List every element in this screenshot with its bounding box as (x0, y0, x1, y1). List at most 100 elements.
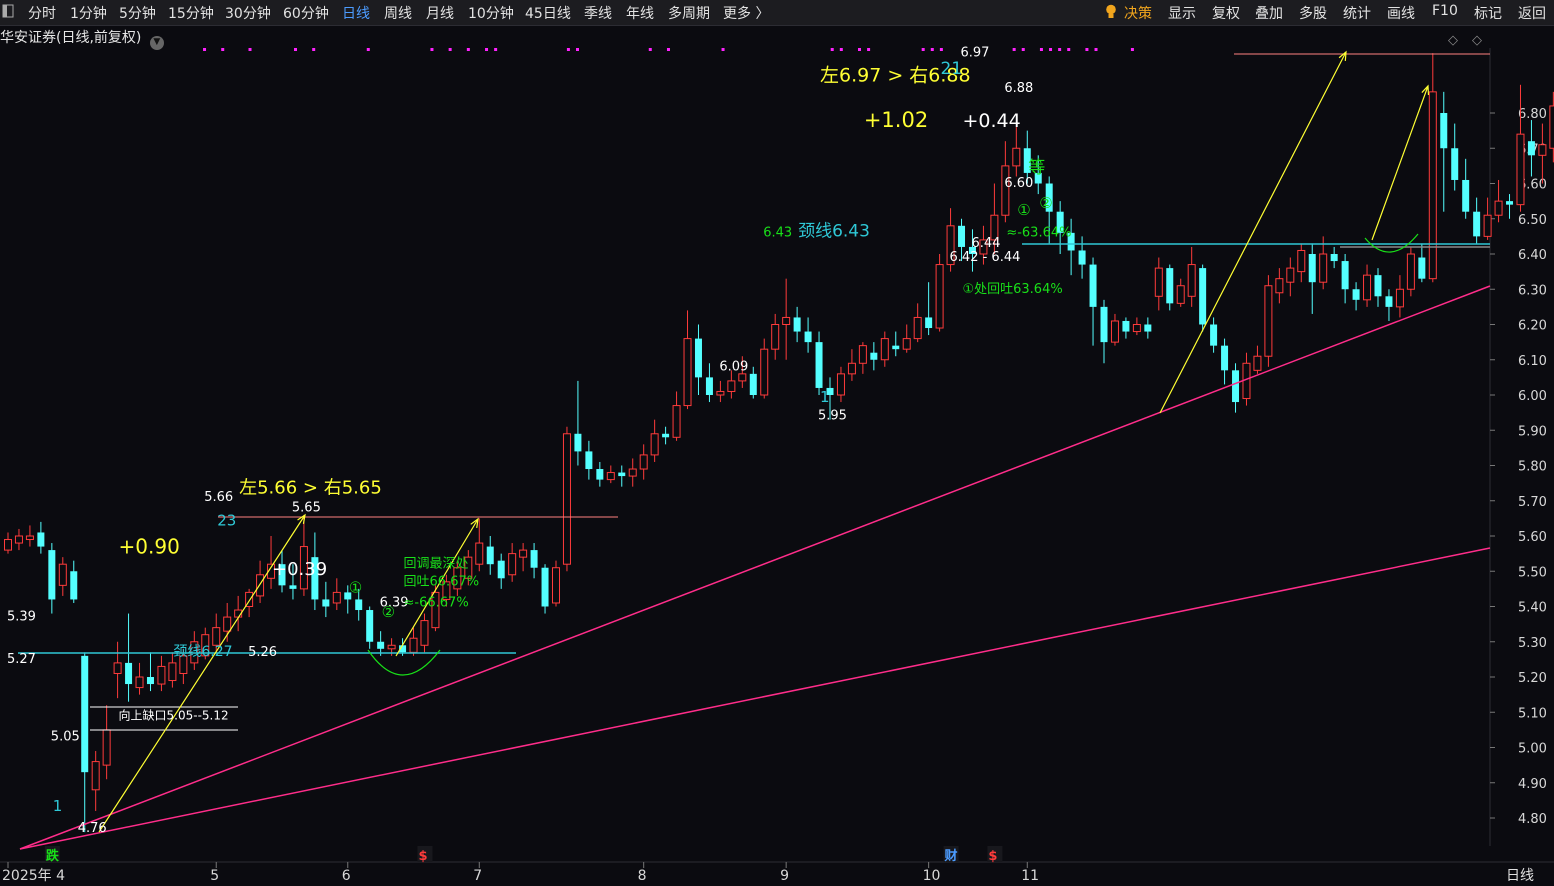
candle (639, 444, 648, 480)
tab-weekly[interactable]: 周线 (384, 6, 412, 22)
y-tick-label: 5.20 (1518, 671, 1547, 686)
tab-30min[interactable]: 30分钟 (225, 6, 271, 22)
candle (1374, 268, 1382, 307)
candle-body-down (1034, 172, 1042, 184)
candle-body-up (1132, 324, 1141, 333)
tab-multi-period[interactable]: 多周期 (668, 6, 710, 22)
candle (377, 631, 385, 656)
candle-body-down (1056, 211, 1064, 233)
candle-body-up (420, 620, 429, 646)
decision-button[interactable]: 决策 (1124, 6, 1152, 22)
event-marker: 财 (945, 848, 958, 864)
candle (355, 588, 363, 621)
annotation-label: 颈线6.43 (798, 221, 870, 241)
title-dropdown-icon[interactable]: ▼ (149, 36, 164, 50)
price-label: 5.65 (292, 500, 321, 515)
candle-body-up (1176, 285, 1185, 304)
candle-body-up (1012, 147, 1021, 167)
display-button[interactable]: 显示 (1168, 6, 1196, 22)
period-toolbar: 分时 1分钟 5分钟 15分钟 30分钟 60分钟 日线 周线 月线 10分钟 … (0, 0, 1554, 26)
candle-body-down (311, 557, 319, 600)
candle-body-down (37, 532, 45, 547)
event-marker-bg (987, 846, 1003, 862)
candle-body-up (201, 634, 210, 657)
candle-body-down (1023, 148, 1031, 173)
panel-toggle-icon[interactable] (2, 4, 14, 22)
candle (1253, 345, 1262, 374)
signal-dot (448, 48, 452, 51)
mark-button[interactable]: 标记 (1474, 6, 1502, 22)
candle (1451, 123, 1459, 191)
diamond-icon: ◇ (1472, 33, 1482, 48)
price-label: 5.39 (7, 610, 36, 625)
overlay-button[interactable]: 叠加 (1255, 6, 1283, 22)
signal-dot (666, 48, 670, 51)
y-tick-label: 6.50 (1518, 213, 1547, 228)
adjust-button[interactable]: 复权 (1212, 6, 1240, 22)
tab-monthly[interactable]: 月线 (426, 6, 454, 22)
candle (519, 543, 528, 572)
back-button[interactable]: 返回 (1518, 6, 1546, 22)
y-tick-label: 6.30 (1518, 283, 1547, 298)
candle-body-down (1352, 289, 1360, 300)
tab-yearly[interactable]: 年线 (626, 6, 654, 22)
candle (1352, 282, 1360, 311)
tab-quarterly[interactable]: 季线 (584, 6, 612, 22)
tab-10min[interactable]: 10分钟 (468, 6, 514, 22)
signal-dot (930, 48, 934, 51)
candle-body-up (1264, 285, 1273, 357)
candle (25, 525, 34, 547)
arrow-rise-2 (395, 518, 479, 657)
candle-body-down (1122, 320, 1130, 332)
tab-5min[interactable]: 5分钟 (119, 6, 156, 22)
candle (672, 391, 681, 441)
candle (618, 465, 626, 487)
candle-body-down (1232, 370, 1240, 403)
draw-line-button[interactable]: 画线 (1387, 6, 1415, 22)
candle-body-down (1308, 254, 1316, 283)
f10-button[interactable]: F10 (1432, 3, 1458, 19)
candle-body-down (892, 345, 900, 350)
candle-body-up (1395, 288, 1404, 308)
candle-body-up (771, 324, 780, 350)
candle-body-up (847, 362, 856, 375)
candle (1187, 246, 1196, 307)
candle-body-up (650, 433, 659, 456)
tab-45day[interactable]: 45日线 (525, 6, 571, 22)
candle-body-up (782, 316, 791, 326)
candle (113, 641, 122, 699)
candle (366, 606, 374, 649)
y-tick-label: 5.30 (1518, 636, 1547, 651)
candle-body-up (880, 338, 889, 361)
candle-body-up (1187, 264, 1196, 297)
statistics-button[interactable]: 统计 (1343, 6, 1371, 22)
candle (168, 652, 177, 688)
tab-daily[interactable]: 日线 (342, 6, 370, 22)
arc-bottom-left (367, 649, 441, 676)
price-label: 5.95 (818, 409, 847, 424)
candle-body-down (1527, 141, 1535, 156)
signal-dot (830, 48, 834, 51)
trend-line-lower (19, 547, 1491, 850)
tab-1min[interactable]: 1分钟 (70, 6, 107, 22)
candle-body-up (212, 627, 221, 646)
y-tick-label: 6.10 (1518, 354, 1547, 369)
arrow-rise-3 (1159, 51, 1347, 414)
candle-body-up (14, 535, 23, 544)
signal-dot (721, 48, 725, 51)
multi-stock-button[interactable]: 多股 (1299, 6, 1327, 22)
y-tick-label: 5.40 (1518, 601, 1547, 616)
candle (135, 662, 144, 695)
tab-more[interactable]: 更多 〉 (723, 6, 770, 22)
price-label: 5.05 (51, 729, 80, 744)
tab-fenshi[interactable]: 分时 (28, 6, 56, 22)
candle (48, 543, 56, 614)
candle-body-down (870, 352, 878, 360)
tab-60min[interactable]: 60分钟 (283, 6, 329, 22)
x-tick-label: 11 (1021, 868, 1039, 884)
candle-body-down (705, 377, 713, 395)
candle (299, 514, 308, 596)
candle-body-up (1110, 320, 1119, 343)
tab-15min[interactable]: 15分钟 (168, 6, 214, 22)
